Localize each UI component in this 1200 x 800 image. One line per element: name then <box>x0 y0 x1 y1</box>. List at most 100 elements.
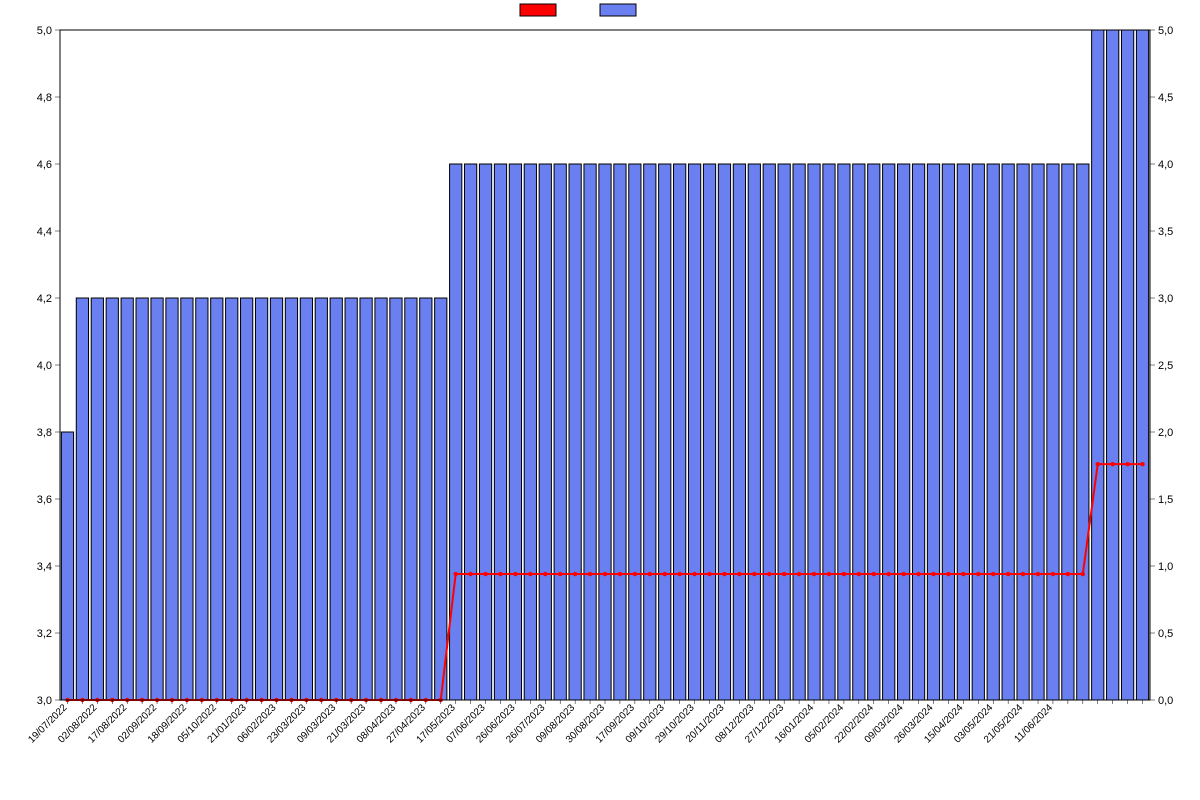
bar <box>778 164 790 700</box>
bar <box>464 164 476 700</box>
bar <box>629 164 641 700</box>
bar <box>330 298 342 700</box>
bar <box>614 164 626 700</box>
combo-chart: 3,03,23,43,63,84,04,24,44,64,85,00,00,51… <box>0 0 1200 800</box>
bar <box>435 298 447 700</box>
line-marker <box>901 572 905 576</box>
bar <box>136 298 148 700</box>
bar <box>1136 30 1148 700</box>
bar <box>1047 164 1059 700</box>
line-marker <box>483 572 487 576</box>
line-marker <box>1021 572 1025 576</box>
bar <box>211 298 223 700</box>
bar <box>987 164 999 700</box>
y-left-tick-label: 3,6 <box>37 494 52 506</box>
bar <box>733 164 745 700</box>
y-right-tick-label: 4,5 <box>1158 92 1173 104</box>
bar <box>479 164 491 700</box>
bar <box>868 164 880 700</box>
bar <box>106 298 118 700</box>
line-marker <box>827 572 831 576</box>
line-marker <box>603 572 607 576</box>
line-marker <box>931 572 935 576</box>
bar <box>1107 30 1119 700</box>
line-marker <box>767 572 771 576</box>
line-marker <box>498 572 502 576</box>
line-marker <box>707 572 711 576</box>
y-right-tick-label: 3,5 <box>1158 226 1173 238</box>
bar <box>166 298 178 700</box>
line-marker <box>946 572 950 576</box>
bar <box>241 298 253 700</box>
bar <box>494 164 506 700</box>
line-marker <box>916 572 920 576</box>
line-marker <box>633 572 637 576</box>
line-marker <box>842 572 846 576</box>
line-marker <box>1081 572 1085 576</box>
bar <box>151 298 163 700</box>
y-right-tick-label: 3,0 <box>1158 293 1173 305</box>
y-left-tick-label: 4,0 <box>37 360 52 372</box>
bar <box>539 164 551 700</box>
bar <box>1092 30 1104 700</box>
bar <box>584 164 596 700</box>
bar <box>688 164 700 700</box>
bar <box>718 164 730 700</box>
bar <box>1077 164 1089 700</box>
y-left-tick-label: 3,8 <box>37 427 52 439</box>
bar <box>196 298 208 700</box>
y-left-tick-label: 3,0 <box>37 695 52 707</box>
y-right-tick-label: 0,5 <box>1158 628 1173 640</box>
bar <box>121 298 133 700</box>
y-right-tick-label: 1,5 <box>1158 494 1173 506</box>
bar <box>91 298 103 700</box>
bar <box>972 164 984 700</box>
bar <box>345 298 357 700</box>
line-marker <box>1140 462 1144 466</box>
y-right-tick-label: 5,0 <box>1158 25 1173 37</box>
bar <box>390 298 402 700</box>
bar <box>76 298 88 700</box>
line-marker <box>573 572 577 576</box>
bar <box>957 164 969 700</box>
bar <box>1062 164 1074 700</box>
bar <box>644 164 656 700</box>
line-marker <box>737 572 741 576</box>
bar <box>554 164 566 700</box>
bar <box>405 298 417 700</box>
line-marker <box>1096 462 1100 466</box>
line-marker <box>961 572 965 576</box>
bar <box>659 164 671 700</box>
bar <box>808 164 820 700</box>
bar <box>674 164 686 700</box>
bar <box>300 298 312 700</box>
line-marker <box>453 572 457 576</box>
y-left-tick-label: 4,6 <box>37 159 52 171</box>
bar <box>599 164 611 700</box>
y-right-tick-label: 4,0 <box>1158 159 1173 171</box>
bar <box>181 298 193 700</box>
line-marker <box>1066 572 1070 576</box>
bar <box>823 164 835 700</box>
bar <box>255 298 267 700</box>
y-right-tick-label: 2,0 <box>1158 427 1173 439</box>
line-marker <box>588 572 592 576</box>
line-marker <box>528 572 532 576</box>
y-left-tick-label: 4,8 <box>37 92 52 104</box>
line-marker <box>782 572 786 576</box>
bar <box>838 164 850 700</box>
bar <box>569 164 581 700</box>
y-right-tick-label: 2,5 <box>1158 360 1173 372</box>
y-left-tick-label: 3,2 <box>37 628 52 640</box>
bar <box>883 164 895 700</box>
bar <box>524 164 536 700</box>
y-left-tick-label: 4,2 <box>37 293 52 305</box>
bar <box>763 164 775 700</box>
bar <box>315 298 327 700</box>
bar <box>226 298 238 700</box>
bar <box>420 298 432 700</box>
bar <box>450 164 462 700</box>
line-marker <box>648 572 652 576</box>
bar <box>61 432 73 700</box>
bar <box>793 164 805 700</box>
